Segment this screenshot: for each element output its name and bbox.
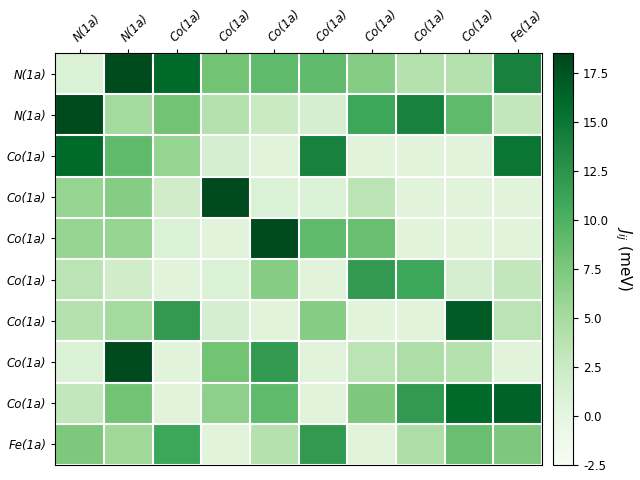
- Y-axis label: $J_{ij}$ (meV): $J_{ij}$ (meV): [613, 227, 634, 292]
